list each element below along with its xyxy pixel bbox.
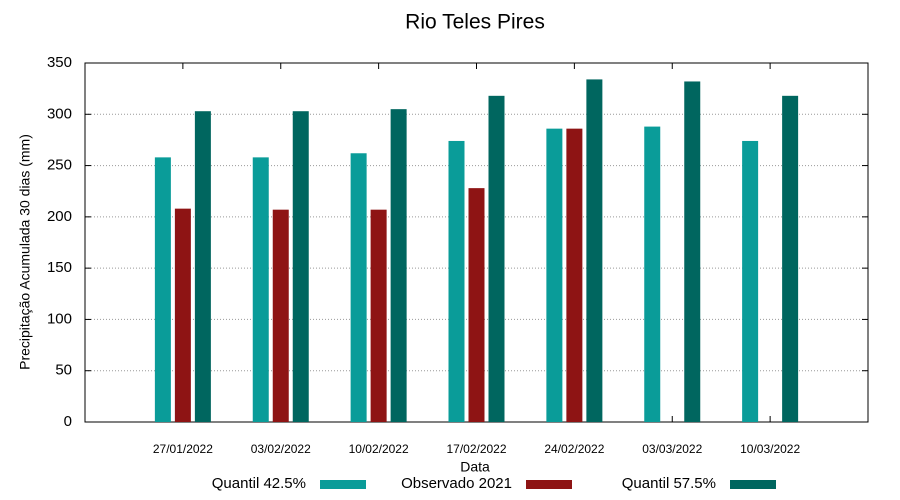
bar [370, 209, 387, 422]
legend-swatch [320, 480, 366, 489]
legend-swatch [526, 480, 572, 489]
y-tick-label: 50 [55, 362, 72, 379]
y-axis-label: Precipitação Acumulada 30 dias (mm) [17, 134, 33, 370]
bar [350, 153, 367, 422]
x-tick-label: 24/02/2022 [544, 442, 604, 456]
y-tick-label: 350 [47, 54, 72, 71]
bar [488, 95, 505, 422]
bar [742, 140, 759, 422]
y-tick-label: 0 [64, 413, 72, 430]
bar [782, 95, 799, 422]
y-tick-label: 150 [47, 259, 72, 276]
y-tick-label: 200 [47, 208, 72, 225]
bar [566, 128, 583, 422]
y-tick-label: 300 [47, 105, 72, 122]
bar [292, 111, 309, 423]
bar [390, 109, 407, 423]
x-axis-label: Data [460, 459, 490, 475]
y-tick-label: 100 [47, 310, 72, 327]
x-tick-label: 17/02/2022 [446, 442, 506, 456]
y-tick-label: 250 [47, 157, 72, 174]
bar [684, 81, 701, 422]
legend-label: Quantil 57.5% [622, 475, 716, 492]
legend-label: Observado 2021 [401, 475, 512, 492]
bar [468, 188, 485, 422]
legend-swatch [730, 480, 776, 489]
bar [272, 209, 289, 422]
bar [154, 157, 171, 422]
bar [174, 208, 191, 422]
x-tick-label: 27/01/2022 [153, 442, 213, 456]
legend-label: Quantil 42.5% [212, 475, 306, 492]
bar [194, 111, 211, 423]
bar [586, 79, 603, 422]
bar [644, 126, 661, 422]
bar [546, 128, 563, 422]
bar [252, 157, 269, 422]
x-tick-label: 10/02/2022 [349, 442, 409, 456]
x-tick-label: 10/03/2022 [740, 442, 800, 456]
x-tick-label: 03/03/2022 [642, 442, 702, 456]
bar [448, 140, 465, 422]
x-tick-label: 03/02/2022 [251, 442, 311, 456]
chart-title: Rio Teles Pires [405, 11, 545, 34]
